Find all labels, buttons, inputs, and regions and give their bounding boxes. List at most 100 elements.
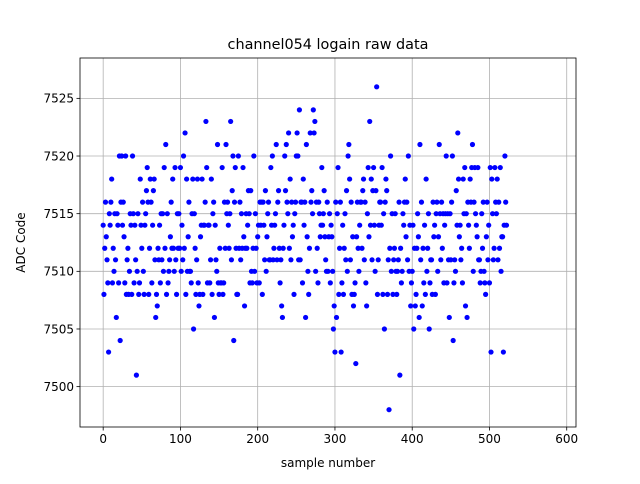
data-point — [458, 257, 464, 263]
data-point — [154, 303, 160, 309]
data-point — [220, 291, 226, 297]
data-point — [111, 268, 117, 274]
data-point — [370, 164, 377, 171]
data-point — [282, 153, 288, 159]
data-point — [405, 153, 411, 159]
data-point — [364, 211, 370, 217]
data-point — [447, 211, 453, 217]
data-point — [368, 176, 374, 182]
data-point — [410, 222, 416, 228]
data-point — [394, 268, 401, 274]
data-point — [456, 234, 462, 240]
data-point — [275, 199, 281, 205]
data-point — [144, 164, 150, 171]
data-point — [232, 164, 238, 171]
data-point — [404, 257, 411, 263]
data-point — [339, 280, 345, 286]
data-point — [129, 153, 136, 159]
data-point — [211, 314, 218, 321]
data-point — [347, 257, 353, 263]
data-point — [466, 222, 472, 228]
data-point — [473, 222, 479, 228]
data-point — [292, 211, 298, 217]
data-point — [375, 257, 381, 263]
data-point — [333, 199, 339, 205]
x-axis-ticks: 0 100 200 300 400 500 600 — [99, 427, 578, 446]
data-point — [207, 257, 214, 263]
data-point — [194, 257, 200, 263]
data-point — [305, 268, 311, 274]
data-point — [338, 349, 344, 355]
data-point — [197, 234, 204, 240]
data-point — [151, 176, 157, 182]
data-point — [272, 211, 279, 217]
data-point — [311, 130, 317, 136]
x-tick-label: 200 — [246, 432, 269, 446]
data-point — [164, 211, 170, 217]
data-point — [177, 245, 183, 251]
data-point — [222, 245, 228, 251]
data-point — [479, 211, 485, 217]
data-point — [276, 245, 282, 251]
data-point — [392, 211, 398, 217]
data-point — [294, 130, 300, 136]
data-point — [484, 199, 490, 205]
data-point — [503, 222, 510, 228]
data-point — [308, 199, 314, 205]
data-point — [344, 268, 350, 274]
data-point — [167, 257, 173, 263]
data-point — [342, 211, 348, 217]
data-point — [430, 199, 436, 205]
data-point — [487, 164, 493, 171]
data-point — [209, 291, 215, 297]
data-point — [488, 349, 494, 355]
data-point — [467, 176, 473, 182]
data-point — [309, 211, 316, 217]
data-point — [325, 268, 331, 274]
data-point — [106, 211, 112, 217]
data-point — [307, 130, 313, 136]
data-point — [284, 199, 290, 205]
data-point — [130, 211, 136, 217]
data-point — [297, 257, 303, 263]
y-tick-label: 7505 — [43, 322, 74, 336]
data-point — [426, 326, 432, 332]
data-point — [414, 245, 420, 251]
data-point — [245, 222, 251, 228]
data-point — [309, 188, 315, 194]
data-point — [190, 176, 196, 182]
data-point — [162, 245, 168, 251]
data-point — [416, 314, 422, 321]
data-point — [343, 188, 350, 194]
data-point — [408, 280, 415, 286]
data-point — [471, 199, 477, 205]
data-point — [102, 199, 109, 205]
data-point — [122, 280, 128, 286]
data-point — [135, 211, 141, 217]
data-point — [435, 234, 442, 240]
data-point — [251, 153, 257, 159]
data-point — [195, 280, 201, 286]
y-axis-label: ADC Code — [14, 212, 28, 272]
data-point — [203, 118, 209, 125]
data-point — [231, 337, 237, 344]
data-point — [319, 222, 326, 228]
data-point — [415, 234, 421, 240]
data-point — [408, 303, 414, 309]
data-point — [188, 280, 194, 286]
data-point — [400, 211, 406, 217]
data-point — [176, 211, 182, 217]
data-point — [390, 291, 396, 297]
data-point — [347, 176, 353, 182]
data-point — [397, 372, 403, 378]
x-tick-label: 300 — [324, 432, 347, 446]
data-point — [367, 222, 374, 228]
data-point — [139, 245, 145, 251]
data-point — [320, 211, 326, 217]
data-point — [421, 222, 428, 228]
data-point — [109, 176, 115, 182]
data-point — [335, 164, 341, 171]
data-point — [409, 268, 415, 274]
x-tick-label: 0 — [99, 432, 107, 446]
data-point — [361, 257, 367, 263]
